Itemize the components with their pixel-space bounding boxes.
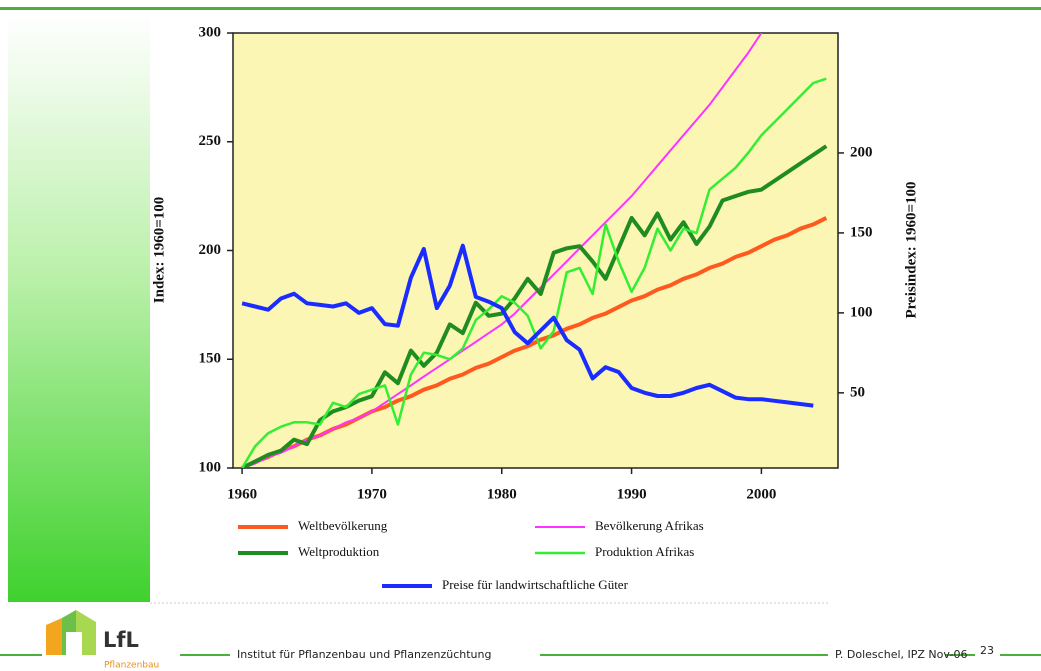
- y2-axis-label: Preisindex: 1960=100: [903, 181, 919, 318]
- series-line: [241, 144, 828, 468]
- y-tick-label: 100: [199, 459, 222, 475]
- x-tick-label: 1960: [227, 486, 257, 502]
- side-panel: [8, 14, 150, 602]
- y-tick-label: 250: [199, 133, 222, 149]
- x-tick-label: 1980: [487, 486, 517, 502]
- logo-shape: [66, 632, 82, 655]
- legend-label: Weltproduktion: [298, 544, 380, 559]
- series-line: [241, 243, 814, 408]
- institute: Institut für Pflanzenbau und Pflanzenzüc…: [237, 648, 491, 661]
- x-tick-label: 2000: [746, 486, 776, 502]
- y-tick-label: 200: [199, 242, 222, 258]
- y2-tick-label: 50: [850, 384, 865, 400]
- author: P. Doleschel, IPZ Nov-06: [835, 648, 968, 661]
- plot-area: [232, 32, 839, 469]
- legend-label: Produktion Afrikas: [595, 544, 694, 559]
- series-line: [241, 33, 763, 468]
- y-tick-label: 150: [199, 351, 222, 367]
- logo-subtext: Pflanzenbau: [104, 661, 159, 671]
- footer: LfL Pflanzenbau Institut für Pflanzenbau…: [0, 610, 1041, 671]
- logo-shape: [46, 618, 62, 655]
- legend-label: Weltbevölkerung: [298, 518, 388, 533]
- x-tick-label: 1990: [617, 486, 647, 502]
- series-line: [241, 77, 827, 468]
- y2-tick-label: 150: [850, 224, 873, 240]
- page-number: 23: [980, 644, 994, 657]
- x-tick-label: 1970: [357, 486, 387, 502]
- y2-tick-label: 200: [850, 144, 873, 160]
- legend-label: Preise für landwirtschaftliche Güter: [442, 577, 629, 592]
- y-tick-label: 300: [199, 24, 222, 40]
- top-rule: [0, 7, 1041, 10]
- y2-tick-label: 100: [850, 304, 873, 320]
- series-layer: [241, 33, 828, 468]
- legend-label: Bevölkerung Afrikas: [595, 518, 704, 533]
- y-axis-label: Index: 1960=100: [151, 197, 167, 303]
- logo-text: LfL: [103, 628, 139, 652]
